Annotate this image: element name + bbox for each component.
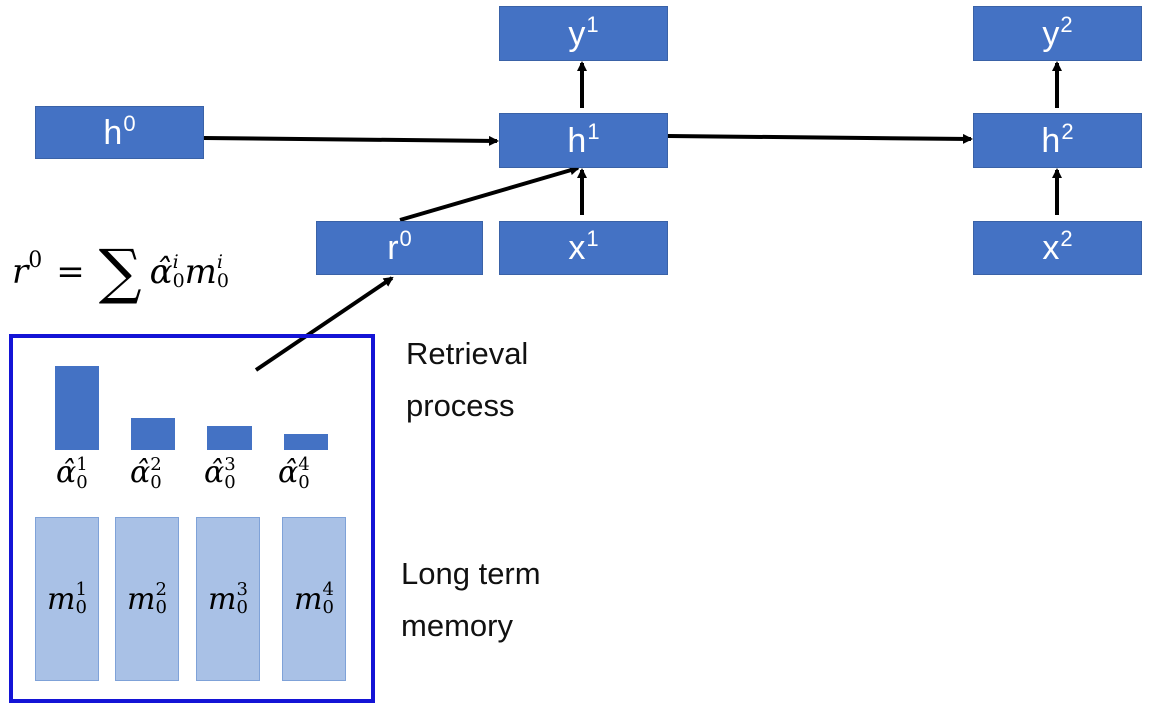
weight-label-2: α̂ 2 0 bbox=[130, 455, 162, 492]
arrow-r0-to-h1 bbox=[399, 165, 580, 222]
node-h1-sup: 1 bbox=[587, 118, 600, 144]
weight-3-sub: 0 bbox=[224, 472, 236, 493]
node-r0-sup: 0 bbox=[399, 226, 412, 251]
memory-cell-3-symbol: m bbox=[208, 581, 237, 617]
memory-cell-1-symbol: m bbox=[47, 581, 76, 617]
memory-cell-1-sup: 1 bbox=[75, 579, 87, 600]
weight-2-symbol: α̂ bbox=[130, 455, 151, 490]
formula-m-sup: i bbox=[216, 251, 223, 273]
memory-frame bbox=[9, 334, 375, 703]
node-x2-label: x bbox=[1042, 229, 1060, 267]
memory-cell-4-symbol: m bbox=[294, 581, 323, 617]
retrieval-label-line-2: process bbox=[406, 388, 515, 423]
weight-1-symbol: α̂ bbox=[56, 455, 77, 490]
weight-4-sub: 0 bbox=[298, 472, 310, 493]
memory-cell-2-symbol: m bbox=[127, 581, 156, 617]
weight-bar-1 bbox=[55, 366, 99, 450]
node-h1-label: h bbox=[567, 121, 587, 160]
formula-sum: ∑ bbox=[98, 237, 142, 307]
formula-lhs-sup: 0 bbox=[28, 247, 43, 273]
memory-label-line-2: memory bbox=[401, 608, 513, 643]
memory-cell-3-sup: 3 bbox=[236, 579, 248, 600]
formula-m: m bbox=[184, 252, 217, 292]
formula-alpha: α̂ bbox=[149, 252, 173, 292]
arrow-h1-to-h2 bbox=[667, 133, 973, 144]
node-h2-label: h bbox=[1041, 121, 1061, 160]
weight-4-symbol: α̂ bbox=[278, 455, 299, 490]
node-x1-sup: 1 bbox=[586, 226, 599, 251]
node-h0-sup: 0 bbox=[123, 110, 136, 136]
formula-equals: = bbox=[56, 252, 85, 292]
node-r0-label: r bbox=[387, 229, 399, 267]
weight-2-sup: 2 bbox=[150, 454, 162, 475]
weight-bar-2 bbox=[131, 418, 175, 450]
long-term-memory-label: Long term memory bbox=[401, 548, 541, 652]
node-y2-sup: 2 bbox=[1060, 11, 1073, 37]
memory-cell-2-sub: 0 bbox=[155, 597, 167, 618]
retrieval-label-line-1: Retrieval bbox=[406, 336, 529, 371]
node-h2-sup: 2 bbox=[1061, 118, 1074, 144]
memory-cell-3-sub: 0 bbox=[236, 597, 248, 618]
memory-cell-4-sup: 4 bbox=[322, 579, 334, 600]
weight-label-1: α̂ 1 0 bbox=[56, 455, 88, 492]
memory-cell-4-sub: 0 bbox=[322, 597, 334, 618]
arrow-memory-to-r0 bbox=[254, 276, 394, 372]
node-x2-sup: 2 bbox=[1060, 226, 1073, 251]
weight-3-sup: 3 bbox=[224, 454, 236, 475]
formula-lhs: r bbox=[12, 252, 29, 292]
memory-cell-1-sub: 0 bbox=[75, 597, 87, 618]
node-y2-label: y bbox=[1042, 14, 1060, 53]
weight-1-sup: 1 bbox=[76, 454, 88, 475]
retrieval-formula: r 0 = ∑ α̂ i 0 m i 0 bbox=[12, 232, 229, 312]
weight-label-3: α̂ 3 0 bbox=[204, 455, 236, 492]
weight-bar-4 bbox=[284, 434, 328, 450]
formula-m-sub: 0 bbox=[216, 270, 230, 292]
weight-label-4: α̂ 4 0 bbox=[278, 455, 310, 492]
node-y1-label: y bbox=[568, 14, 586, 53]
arrow-h0-to-h1 bbox=[203, 135, 499, 146]
weight-4-sup: 4 bbox=[298, 454, 310, 475]
formula-alpha-sup: i bbox=[172, 251, 179, 273]
node-y1-sup: 1 bbox=[586, 11, 599, 37]
node-x1-label: x bbox=[568, 229, 586, 267]
weight-3-symbol: α̂ bbox=[204, 455, 225, 490]
memory-label-line-1: Long term bbox=[401, 556, 541, 591]
weight-bar-3 bbox=[207, 426, 252, 450]
retrieval-process-label: Retrieval process bbox=[406, 328, 528, 432]
node-h0-label: h bbox=[103, 113, 123, 152]
formula-alpha-sub: 0 bbox=[172, 270, 185, 292]
weight-1-sub: 0 bbox=[76, 472, 88, 493]
weight-2-sub: 0 bbox=[150, 472, 162, 493]
memory-cell-2-sup: 2 bbox=[155, 579, 167, 600]
